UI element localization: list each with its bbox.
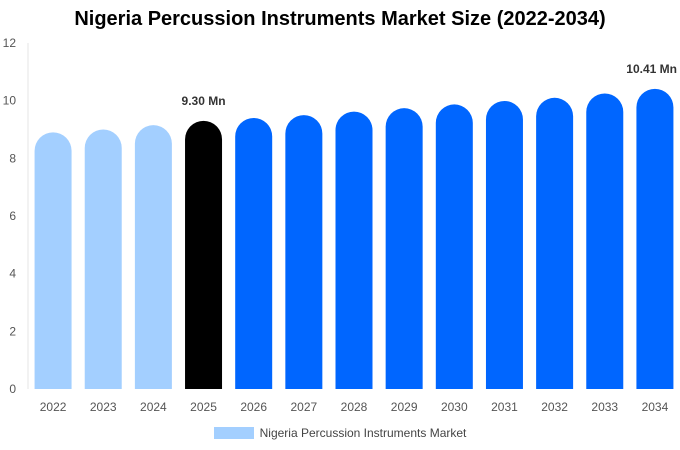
x-tick-label: 2027 <box>290 400 317 414</box>
data-label-2034: 10.41 Mn <box>626 62 677 76</box>
bar-2029 <box>385 108 423 390</box>
bar-2022 <box>34 132 72 390</box>
bar-2032 <box>536 97 574 390</box>
y-tick-label: 10 <box>3 94 17 108</box>
x-tick-label: 2034 <box>642 400 669 414</box>
x-tick-label: 2031 <box>491 400 518 414</box>
bar-2033 <box>586 93 624 389</box>
legend-label: Nigeria Percussion Instruments Market <box>259 426 467 440</box>
data-labels: 9.30 Mn 10.41 Mn <box>182 62 677 108</box>
bar-2031 <box>485 100 523 389</box>
bar-2027 <box>285 115 323 389</box>
x-tick-label: 2030 <box>441 400 468 414</box>
y-tick-label: 8 <box>9 151 16 165</box>
bar-2026 <box>235 117 273 389</box>
x-tick-label: 2026 <box>240 400 267 414</box>
x-tick-label: 2023 <box>90 400 117 414</box>
x-tick-label: 2029 <box>391 400 418 414</box>
bar-2030 <box>435 104 473 389</box>
y-tick-label: 2 <box>9 324 16 338</box>
y-tick-label: 12 <box>3 36 17 50</box>
x-tick-label: 2022 <box>40 400 67 414</box>
bar-2034 <box>636 88 674 389</box>
y-tick-label: 6 <box>9 209 16 223</box>
bar-2025 <box>185 120 223 390</box>
data-label-2025: 9.30 Mn <box>182 94 226 108</box>
bar-2024 <box>134 125 172 389</box>
x-axis: 2022 2023 2024 2025 2026 2027 2028 2029 2030 2031… <box>40 400 669 414</box>
x-tick-label: 2032 <box>541 400 568 414</box>
x-tick-label: 2024 <box>140 400 167 414</box>
x-tick-label: 2028 <box>341 400 368 414</box>
legend-swatch <box>213 427 254 439</box>
legend: Nigeria Percussion Instruments Market <box>0 426 680 440</box>
y-axis: 0 2 4 6 8 10 12 <box>3 36 29 396</box>
bars <box>34 88 674 390</box>
chart-title: Nigeria Percussion Instruments Market Si… <box>74 8 606 30</box>
x-tick-label: 2025 <box>190 400 217 414</box>
x-tick-label: 2033 <box>591 400 618 414</box>
bar-2028 <box>335 111 373 389</box>
y-tick-label: 4 <box>9 267 16 281</box>
bar-2023 <box>84 129 122 389</box>
y-tick-label: 0 <box>9 382 16 396</box>
